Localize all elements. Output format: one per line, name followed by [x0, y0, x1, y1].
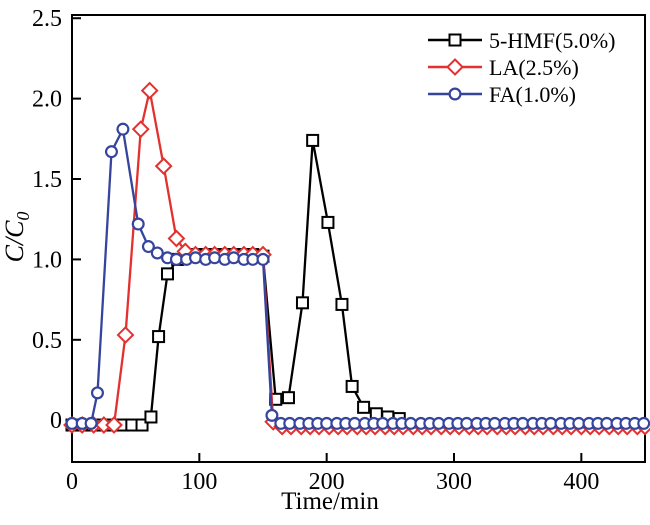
x-tick-label: 100 — [181, 469, 217, 495]
series-marker-circle — [637, 416, 650, 430]
series-marker-circle — [150, 246, 164, 260]
series-marker-square — [152, 330, 166, 344]
series-marker-square — [144, 410, 158, 424]
series-marker-diamond — [167, 229, 186, 248]
legend-label: FA(1.0%) — [489, 82, 576, 107]
series-marker-diamond — [140, 81, 159, 100]
x-axis-title: Time/min — [281, 488, 379, 515]
legend-label: 5-HMF(5.0%) — [489, 28, 616, 53]
legend-marker-diamond — [446, 58, 464, 76]
legend-marker-circle — [448, 87, 462, 101]
series-marker-circle — [116, 122, 130, 136]
legend-marker-square — [448, 33, 462, 47]
series-marker-square — [321, 215, 335, 229]
series-line-fa-1-0- — [72, 125, 644, 425]
series-marker-square — [295, 296, 309, 310]
series-marker-square — [306, 133, 320, 147]
y-tick-label: 0.5 — [32, 328, 62, 354]
series-marker-circle — [265, 408, 279, 422]
y-axis-title-base: C/C — [0, 220, 29, 263]
y-tick-label: 1.0 — [32, 247, 62, 273]
y-tick-label: 0 — [50, 408, 62, 434]
legend-label: LA(2.5%) — [489, 55, 579, 80]
x-tick-label: 200 — [309, 469, 345, 495]
series-marker-square — [335, 297, 349, 311]
x-tick-label: 0 — [66, 469, 78, 495]
series-marker-diamond — [131, 120, 150, 139]
series-marker-circle — [208, 251, 222, 265]
series-marker-square — [161, 267, 174, 281]
plot-border — [71, 14, 646, 463]
series-marker-diamond — [105, 416, 123, 434]
series-marker-square — [281, 391, 295, 405]
series-marker-circle — [256, 252, 270, 266]
x-tick-label: 400 — [563, 469, 599, 495]
series-marker-circle — [104, 145, 118, 159]
series-marker-circle — [131, 217, 145, 231]
y-axis-title-subscript: 0 — [13, 211, 34, 221]
series-marker-square — [345, 379, 359, 393]
series-marker-circle — [90, 386, 104, 400]
series-marker-diamond — [116, 326, 135, 344]
y-axis-title: C/C0 — [0, 212, 34, 263]
series-marker-circle — [141, 240, 155, 254]
y-tick-label: 2.5 — [32, 6, 62, 32]
series-marker-diamond — [154, 157, 173, 176]
x-tick-label: 300 — [436, 469, 472, 495]
series-marker-circle — [227, 251, 241, 265]
y-tick-label: 1.5 — [32, 167, 62, 193]
series-marker-square — [357, 400, 371, 414]
series-marker-square — [135, 418, 149, 432]
y-tick-label: 2.0 — [32, 87, 62, 113]
series-marker-circle — [84, 416, 98, 430]
series-marker-circle — [189, 251, 203, 265]
